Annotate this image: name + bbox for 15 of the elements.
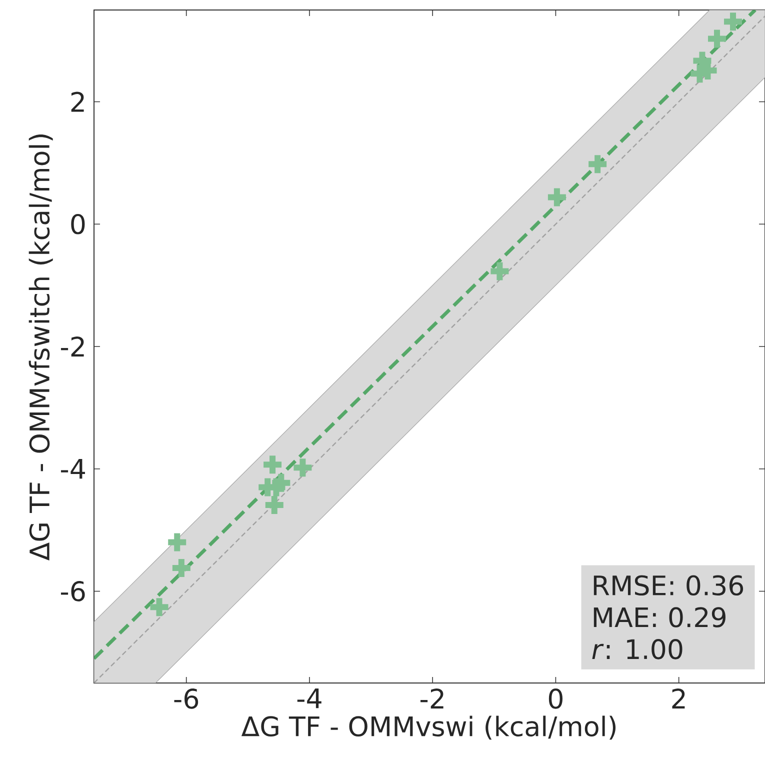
x-tick-label: -4 xyxy=(297,688,322,708)
y-axis-title: ΔG TF - OMMvfswitch (kcal/mol) xyxy=(28,134,53,560)
y-tick-label: 2 xyxy=(71,92,84,112)
y-tick-label: -2 xyxy=(60,336,84,356)
x-tick-label: 0 xyxy=(548,688,562,709)
x-tick-label: 2 xyxy=(672,688,685,708)
y-tick-label: -6 xyxy=(60,581,85,602)
annotation: r: 1.00 xyxy=(592,638,682,660)
annotation: RMSE: 0.36 xyxy=(594,575,744,596)
y-tick-label: 0 xyxy=(71,214,85,234)
x-axis-title: ΔG TF - OMMvswi (kcal/mol) xyxy=(241,716,616,740)
annotation: MAE: 0.29 xyxy=(594,607,726,628)
x-tick-label: -6 xyxy=(174,688,198,709)
x-tick-label: -2 xyxy=(420,688,444,708)
y-tick-label: -4 xyxy=(60,459,85,479)
